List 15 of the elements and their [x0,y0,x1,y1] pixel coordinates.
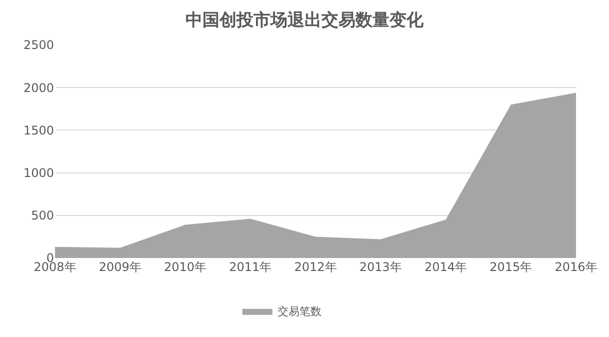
x-tick-label: 2012年 [294,260,337,274]
x-tick-label: 2016年 [554,260,598,274]
legend-label: 交易笔数 [277,305,322,318]
x-tick-label: 2011年 [229,260,272,274]
y-tick-label: 2500 [23,38,54,52]
x-tick-label: 2014年 [424,260,468,274]
x-tick-label: 2015年 [490,260,532,274]
y-tick-label: 1500 [23,123,54,138]
chart-title: 中国创投市场退出交易数量变化 [186,10,424,30]
y-tick-label: 500 [31,208,54,223]
x-tick-label: 2009年 [98,260,142,274]
x-tick-label: 2013年 [359,260,402,274]
x-tick-label: 2010年 [164,260,207,274]
y-tick-label: 2000 [23,80,54,95]
y-tick-label: 1000 [23,166,54,180]
